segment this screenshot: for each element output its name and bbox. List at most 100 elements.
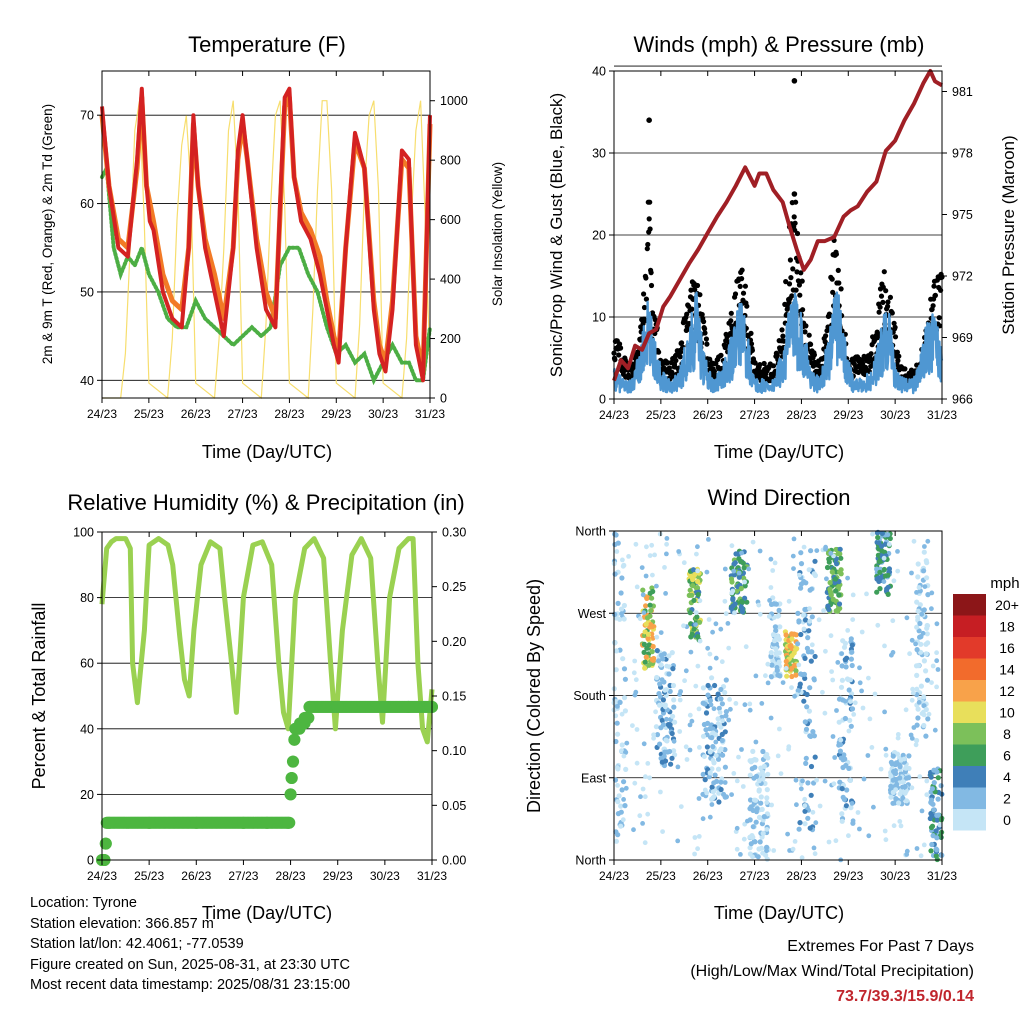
direction-point bbox=[709, 784, 715, 790]
direction-point bbox=[913, 742, 919, 748]
direction-point bbox=[936, 812, 941, 818]
direction-point bbox=[770, 658, 776, 664]
direction-point bbox=[693, 683, 699, 689]
direction-point bbox=[637, 616, 643, 622]
direction-point bbox=[669, 755, 675, 761]
x-tick-label: 24/23 bbox=[87, 407, 117, 421]
gust-point bbox=[877, 304, 883, 310]
direction-point bbox=[795, 641, 801, 647]
direction-point bbox=[651, 732, 656, 738]
direction-point bbox=[900, 752, 906, 758]
direction-point bbox=[712, 682, 718, 689]
direction-point bbox=[632, 780, 638, 786]
precip-step-point bbox=[331, 700, 344, 713]
y2-tick-label: 200 bbox=[440, 332, 461, 346]
direction-point bbox=[632, 658, 638, 664]
direction-point bbox=[911, 725, 917, 730]
direction-point bbox=[848, 656, 855, 662]
direction-point bbox=[888, 783, 894, 789]
direction-point bbox=[669, 730, 675, 737]
direction-point bbox=[759, 806, 765, 813]
gust-point bbox=[789, 293, 795, 299]
direction-point bbox=[618, 823, 624, 829]
direction-point bbox=[859, 688, 864, 694]
direction-point bbox=[857, 665, 862, 671]
direction-point bbox=[650, 588, 656, 595]
extremes-values: 73.7/39.3/15.9/0.14 bbox=[836, 988, 974, 1005]
direction-point bbox=[700, 685, 707, 691]
direction-point bbox=[850, 617, 856, 622]
extremes-title: Extremes For Past 7 Days bbox=[787, 938, 974, 955]
direction-point bbox=[757, 548, 763, 554]
direction-point bbox=[695, 578, 701, 585]
y-tick-label: 10 bbox=[592, 311, 606, 325]
direction-point bbox=[832, 576, 839, 582]
direction-point bbox=[826, 556, 832, 562]
x-tick-label: 26/23 bbox=[693, 408, 723, 422]
direction-point bbox=[705, 645, 711, 651]
direction-point bbox=[632, 692, 638, 698]
direction-point bbox=[817, 803, 823, 809]
gust-point bbox=[835, 267, 841, 273]
humidity-series bbox=[96, 536, 438, 866]
direction-point bbox=[821, 608, 826, 613]
direction-point bbox=[801, 578, 807, 585]
direction-point bbox=[707, 665, 713, 671]
direction-point bbox=[733, 701, 739, 706]
direction-point bbox=[697, 619, 703, 625]
direction-point bbox=[664, 687, 669, 692]
direction-point bbox=[621, 695, 628, 701]
direction-point bbox=[659, 759, 665, 765]
gust-point bbox=[786, 281, 793, 287]
y-tick-label: 100 bbox=[73, 526, 94, 540]
direction-point bbox=[747, 806, 753, 812]
direction-point bbox=[747, 701, 753, 707]
direction-point bbox=[702, 701, 708, 707]
direction-point bbox=[835, 660, 841, 665]
direction-point bbox=[834, 561, 840, 567]
direction-point bbox=[700, 791, 706, 797]
direction-point bbox=[923, 651, 929, 657]
gust-point bbox=[647, 199, 653, 205]
direction-point bbox=[798, 561, 805, 567]
direction-point bbox=[847, 777, 854, 784]
direction-point bbox=[835, 608, 841, 614]
direction-point bbox=[741, 836, 747, 842]
x-tick-label: 26/23 bbox=[181, 407, 211, 421]
direction-point bbox=[634, 727, 640, 732]
direction-point bbox=[618, 590, 624, 596]
temperature-left-axis-label: 2m & 9m T (Red, Orange) & 2m Td (Green) bbox=[40, 104, 55, 364]
direction-point bbox=[822, 778, 828, 784]
direction-point bbox=[624, 740, 630, 746]
gust-point bbox=[702, 326, 708, 332]
direction-point bbox=[643, 603, 649, 609]
winds-x-axis-label: Time (Day/UTC) bbox=[714, 442, 844, 462]
direction-point bbox=[750, 824, 756, 830]
x-tick-label: 27/23 bbox=[740, 408, 770, 422]
y2-tick-label: 400 bbox=[440, 273, 461, 287]
direction-point bbox=[850, 592, 856, 598]
direction-point bbox=[715, 716, 721, 722]
precip-step-point bbox=[261, 816, 273, 829]
direction-point bbox=[727, 697, 732, 702]
direction-point bbox=[757, 839, 763, 845]
direction-point bbox=[914, 599, 920, 605]
direction-point bbox=[621, 797, 626, 802]
gust-point bbox=[673, 357, 679, 364]
direction-point bbox=[671, 697, 677, 703]
direction-point bbox=[638, 794, 643, 800]
direction-point bbox=[695, 634, 701, 640]
direction-point bbox=[904, 615, 910, 621]
direction-point bbox=[619, 742, 625, 748]
direction-point bbox=[663, 591, 668, 596]
direction-point bbox=[769, 662, 775, 668]
direction-point bbox=[723, 794, 730, 800]
direction-point bbox=[806, 567, 812, 573]
gust-point bbox=[876, 309, 882, 315]
direction-point bbox=[765, 661, 771, 667]
direction-point bbox=[881, 555, 887, 561]
direction-point bbox=[615, 799, 621, 805]
winds-series bbox=[611, 69, 945, 395]
series-pressure bbox=[612, 69, 944, 382]
direction-point bbox=[642, 629, 648, 635]
